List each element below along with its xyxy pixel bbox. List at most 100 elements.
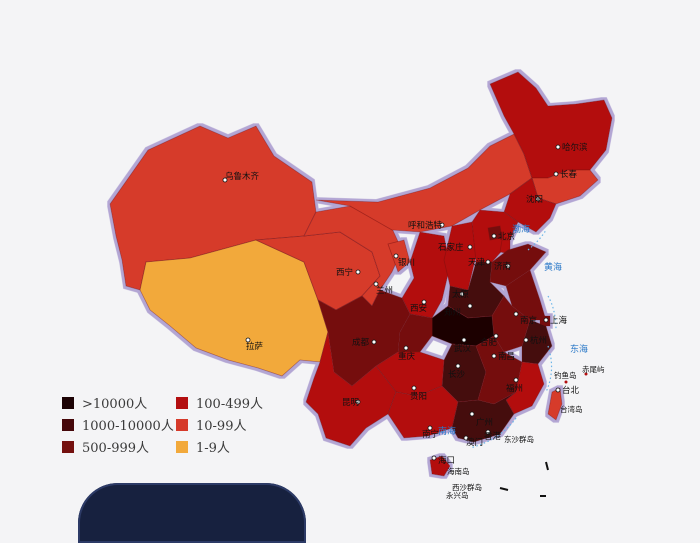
region-yunnan — [305, 331, 397, 447]
city-label: 杭州 — [530, 335, 547, 346]
legend-item: >10000人 — [62, 393, 147, 412]
city-dot — [463, 435, 469, 441]
island-dot-diaoyu — [564, 380, 568, 384]
city-label: 天津 — [468, 257, 486, 268]
city-dot — [427, 425, 433, 431]
coastline-water — [469, 229, 557, 449]
label-yellow-sea: 黄海 — [544, 261, 562, 273]
city-hohhot: 呼和浩特 — [408, 220, 445, 231]
label-south-china-sea: 南海 — [438, 425, 456, 437]
city-label: 呼和浩特 — [408, 220, 443, 231]
label-dongsha: 东沙群岛 — [504, 434, 534, 444]
city-dot — [222, 177, 228, 183]
city-dot — [485, 259, 491, 265]
legend-item: 1-9人 — [176, 437, 230, 456]
city-label: 拉萨 — [246, 341, 264, 352]
label-hainan: 海南岛 — [447, 466, 470, 476]
city-zhengzhou: 郑州 — [444, 303, 473, 318]
bottom-banner — [78, 483, 306, 543]
city-yinchuan: 银川 — [393, 253, 415, 268]
city-dot — [439, 222, 445, 228]
city-lhasa: 拉萨 — [245, 337, 264, 352]
region-beijing — [487, 225, 503, 241]
legend-item: 500-999人 — [62, 437, 149, 456]
city-beijing: 北京 — [491, 231, 515, 242]
city-label: 海口 — [438, 455, 455, 466]
label-taiwan: 台湾岛 — [560, 404, 583, 414]
city-label: 澳门 — [466, 437, 483, 448]
city-label: 昆明 — [342, 398, 359, 408]
city-label: 上海 — [550, 315, 568, 326]
region-shandong — [489, 243, 547, 287]
city-guangzhou: 广州 — [469, 411, 493, 428]
city-label: 西安 — [410, 303, 427, 314]
label-east-china-sea: 东海 — [570, 343, 588, 355]
city-dot — [393, 253, 399, 259]
city-dot — [467, 244, 473, 250]
city-shanghai: 上海 — [543, 315, 568, 326]
city-label: 合肥 — [480, 337, 498, 348]
city-hangzhou: 杭州 — [523, 335, 547, 346]
city-label: 西宁 — [336, 267, 353, 278]
city-taiyuan: 太原 — [452, 289, 469, 300]
city-dot — [373, 281, 379, 287]
city-dot — [535, 196, 541, 202]
city-dot — [513, 311, 519, 317]
city-tianjin: 天津 — [468, 257, 491, 268]
island-dot-chiwei — [584, 372, 588, 376]
nine-dash-line — [499, 461, 549, 497]
city-dot — [553, 171, 559, 177]
legend-swatch — [62, 396, 74, 409]
city-label: 台北 — [562, 385, 580, 396]
city-dot — [513, 377, 519, 383]
legend-item: 10-99人 — [176, 415, 246, 434]
city-changsha: 长沙 — [448, 363, 466, 380]
city-dot — [491, 353, 497, 359]
city-label: 长春 — [560, 169, 578, 180]
city-label: 南京 — [520, 315, 537, 326]
label-diaoyu: 钓鱼岛 — [554, 370, 577, 380]
label-xisha: 西沙群岛 — [452, 482, 482, 492]
city-dot — [505, 263, 511, 269]
region-taiwan — [547, 387, 563, 421]
city-dot — [355, 269, 361, 275]
city-hongkong: 香港 — [484, 429, 502, 442]
city-label: 哈尔滨 — [562, 142, 588, 153]
city-dot — [523, 337, 529, 343]
city-label: 石家庄 — [438, 242, 464, 253]
legend-label: 10-99人 — [196, 419, 247, 434]
city-label: 沈阳 — [526, 194, 543, 205]
city-hefei: 合肥 — [480, 333, 499, 348]
label-bohai: 渤海 — [512, 223, 530, 235]
city-nanchang: 南昌 — [491, 351, 515, 362]
city-label: 重庆 — [398, 351, 416, 362]
city-label: 南宁 — [422, 429, 439, 440]
city-lanzhou: 兰州 — [373, 281, 393, 296]
region-heilongjiang — [489, 71, 613, 179]
legend-label: 1-9人 — [196, 441, 230, 456]
city-harbin: 哈尔滨 — [555, 142, 588, 153]
city-dot — [403, 345, 409, 351]
city-xian: 西安 — [410, 299, 427, 314]
city-changchun: 长春 — [553, 169, 578, 180]
city-dot — [493, 333, 499, 339]
city-dot — [467, 303, 473, 309]
city-label: 太原 — [452, 289, 469, 300]
city-label: 郑州 — [444, 307, 461, 318]
city-dot — [459, 291, 465, 297]
legend-swatch — [62, 440, 74, 453]
city-nanjing: 南京 — [513, 311, 537, 326]
city-macau: 澳门 — [463, 435, 483, 448]
legend-item: 100-499人 — [176, 393, 263, 412]
city-dot — [355, 399, 361, 405]
city-dot — [411, 385, 417, 391]
city-label: 银川 — [398, 257, 415, 268]
city-kunming: 昆明 — [342, 398, 361, 408]
city-urumqi: 乌鲁木齐 — [222, 171, 260, 183]
city-dot — [455, 363, 461, 369]
city-dot — [245, 337, 251, 343]
city-wuhan: 武汉 — [454, 337, 472, 354]
city-shijiazhuang: 石家庄 — [438, 242, 473, 253]
city-dot — [491, 233, 497, 239]
